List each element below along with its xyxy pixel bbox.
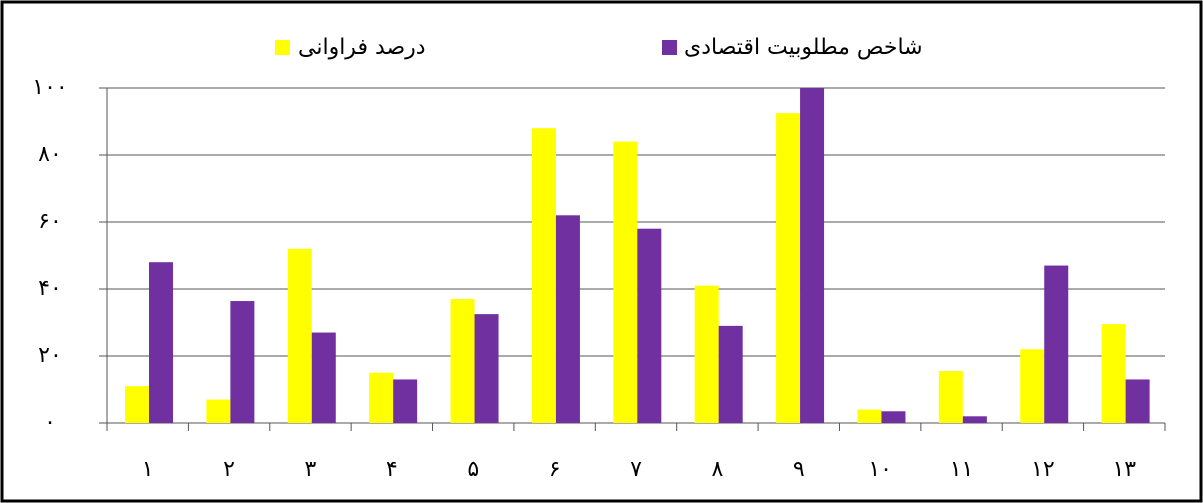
- bar: [613, 141, 638, 423]
- bar: [800, 88, 825, 423]
- y-tick-label: ۱۰۰: [32, 75, 67, 100]
- bar: [1020, 349, 1045, 423]
- bar: [881, 411, 906, 423]
- bar: [287, 248, 312, 423]
- x-tick-label: ۸: [711, 457, 723, 482]
- x-tick-label: ۲: [223, 457, 235, 482]
- bar: [1101, 324, 1126, 423]
- bar: [125, 386, 149, 423]
- y-tick-label: ۲۰: [38, 343, 62, 368]
- x-tick-label: ۱: [142, 457, 154, 482]
- bar: [962, 416, 987, 423]
- y-tick-label: ۸۰: [38, 142, 62, 167]
- legend-swatch: [662, 40, 677, 55]
- x-tick-label: ۳: [305, 457, 317, 482]
- bar: [718, 325, 743, 423]
- x-tick-label: ۱۲: [1031, 457, 1055, 482]
- x-tick-label: ۷: [630, 457, 642, 482]
- bar: [393, 379, 418, 423]
- y-tick-label: ۰: [44, 410, 56, 435]
- y-tick-label: ۴۰: [38, 276, 62, 301]
- bar: [311, 332, 336, 423]
- bar: [1125, 379, 1150, 423]
- bar: [637, 228, 662, 423]
- bar: [1044, 265, 1069, 423]
- legend-label: شاخص مطلوبیت اقتصادی: [684, 35, 923, 60]
- bar: [694, 285, 719, 423]
- bar: [369, 372, 394, 423]
- bar: [230, 301, 255, 423]
- x-tick-label: ۴: [386, 457, 398, 482]
- bar: [776, 113, 801, 423]
- bar: [149, 262, 173, 423]
- x-tick-label: ۶: [549, 457, 561, 482]
- y-tick-label: ۶۰: [38, 209, 62, 234]
- bar: [555, 215, 580, 423]
- x-tick-label: ۹: [793, 457, 805, 482]
- bar: [938, 371, 963, 423]
- bar: [206, 399, 231, 423]
- x-tick-label: ۱۱: [950, 457, 974, 482]
- x-tick-label: ۱۳: [1112, 457, 1136, 482]
- x-tick-label: ۱۰: [868, 457, 892, 482]
- bar: [531, 128, 556, 423]
- bar: [450, 299, 475, 423]
- bar: [857, 409, 882, 423]
- x-tick-label: ۵: [467, 457, 479, 482]
- legend-label: درصد فراوانی: [298, 35, 426, 60]
- bar: [474, 314, 499, 423]
- legend-swatch: [275, 40, 290, 55]
